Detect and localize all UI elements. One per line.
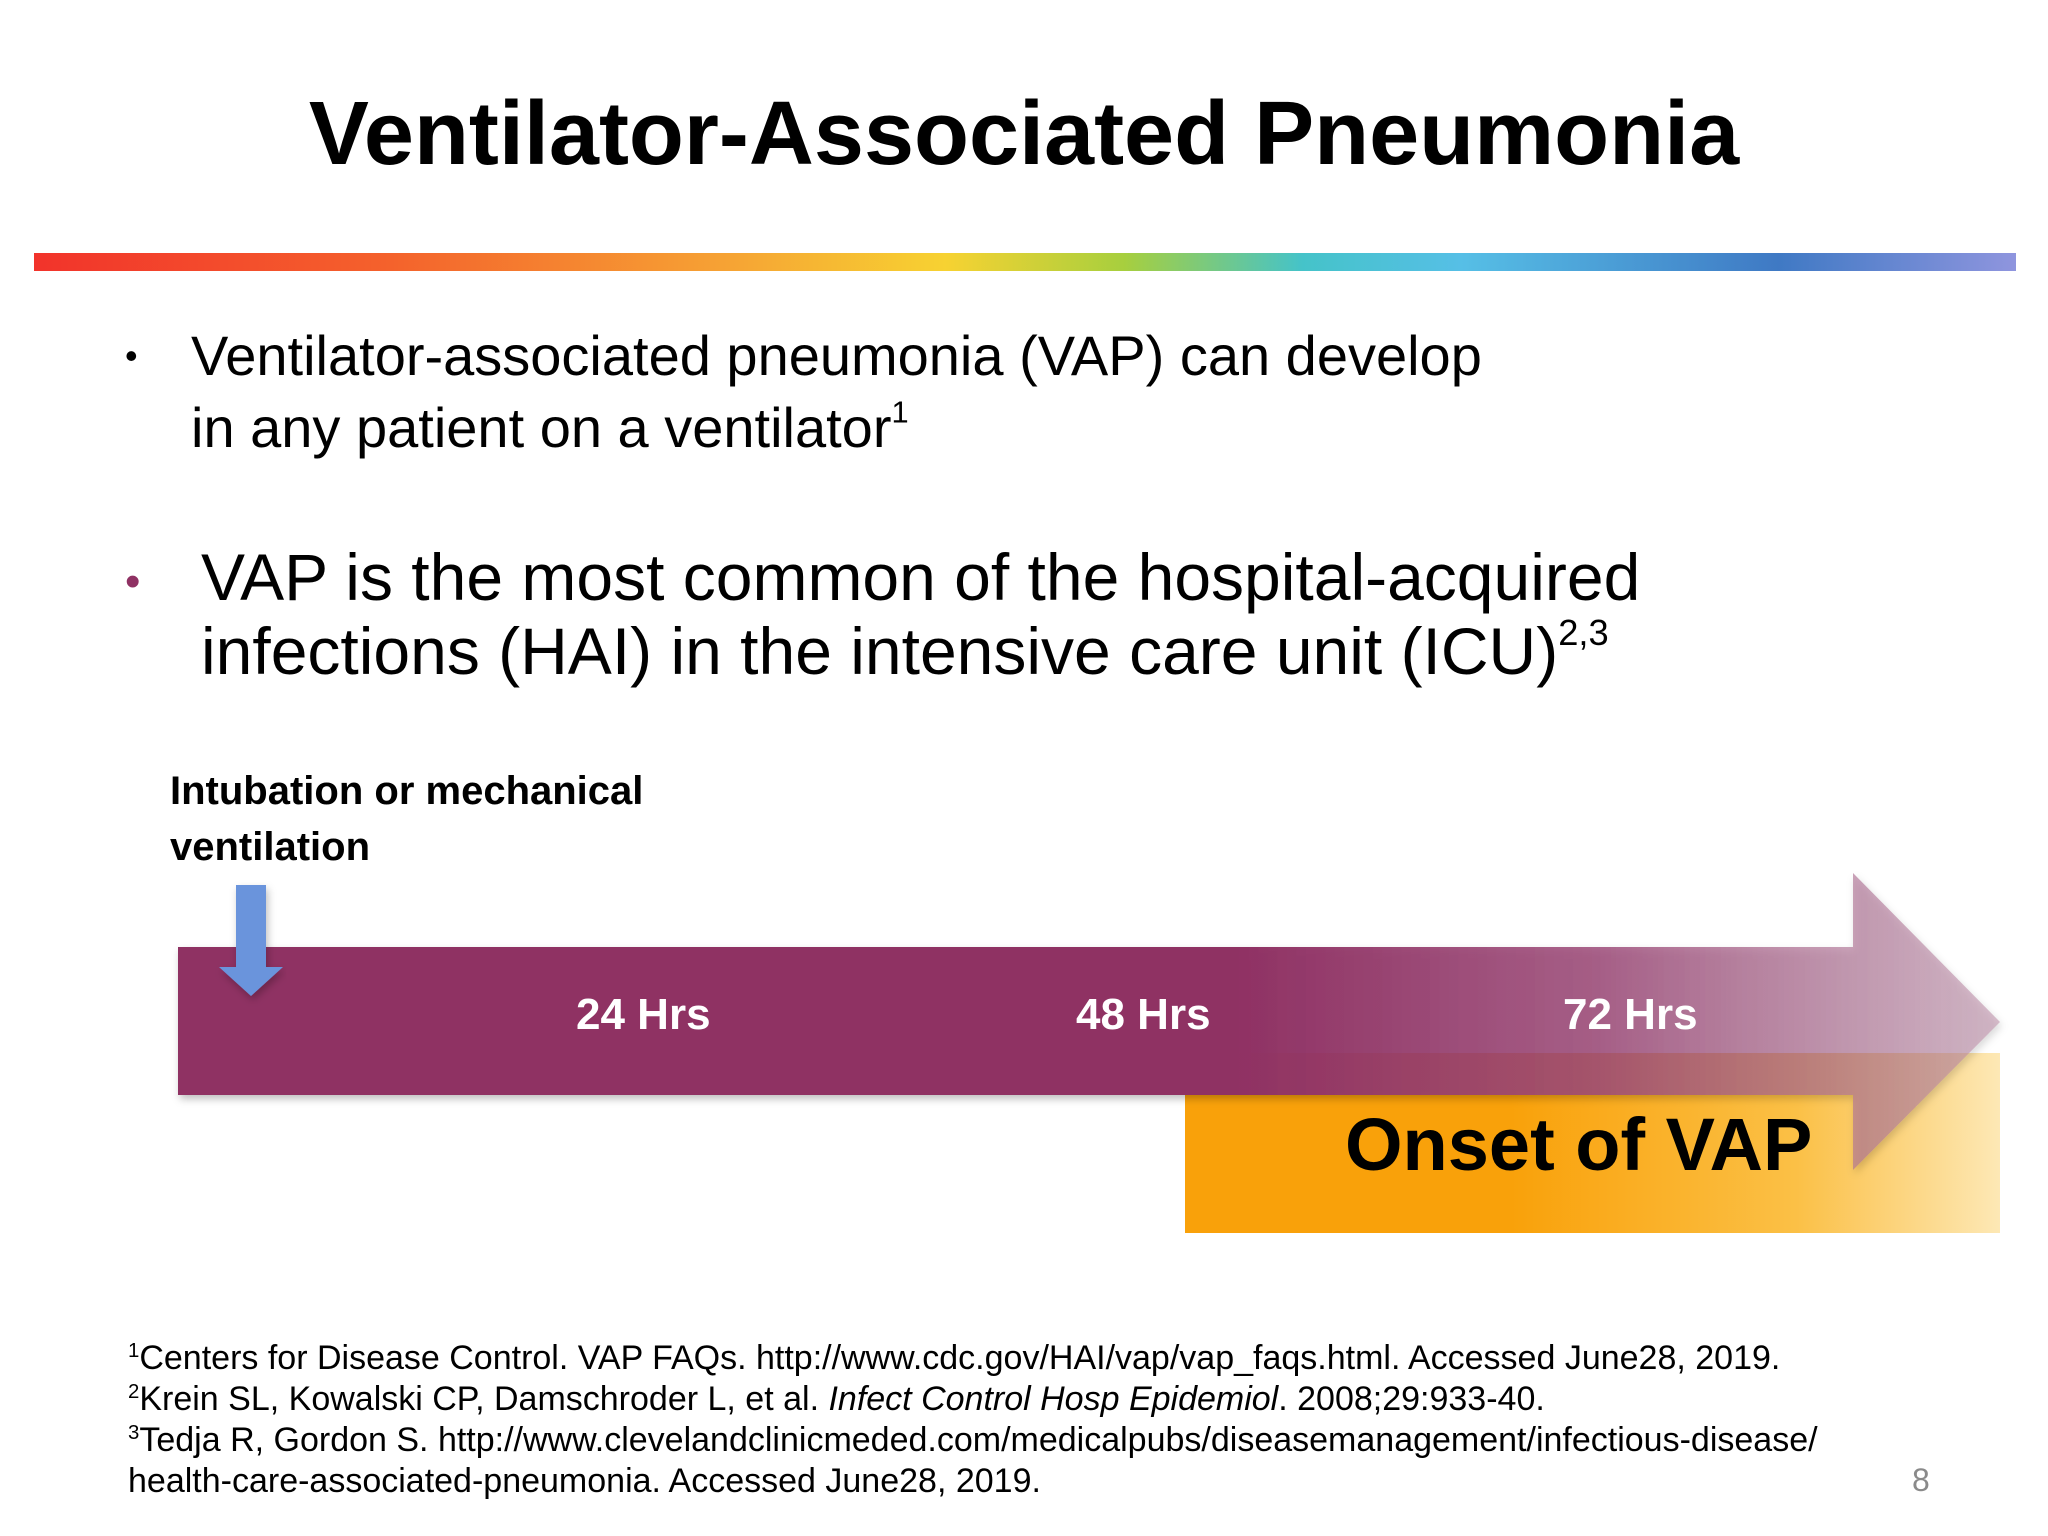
reference-3-continued: health-care-associated-pneumonia. Access… (128, 1462, 1041, 1500)
bullet-1-line2: in any patient on a ventilator (191, 396, 892, 459)
rainbow-divider (34, 253, 2016, 271)
slide-title: Ventilator-Associated Pneumonia (308, 84, 1740, 184)
reference-2: 2Krein SL, Kowalski CP, Damschroder L, e… (128, 1379, 1928, 1420)
bullet-2-text: VAP is the most common of the hospital-a… (201, 540, 1801, 688)
reference-number: 2 (128, 1380, 140, 1403)
bullet-dot-icon: • (125, 335, 138, 376)
references: 1Centers for Disease Control. VAP FAQs. … (128, 1338, 1928, 1502)
reference-text: Centers for Disease Control. VAP FAQs. h… (139, 1339, 1781, 1377)
reference-number: 1 (128, 1339, 140, 1362)
reference-text: Krein SL, Kowalski CP, Damschroder L, et… (139, 1380, 829, 1418)
page-number: 8 (1912, 1462, 1930, 1498)
bullet-1-citation: 1 (891, 394, 909, 430)
timeline-arrow (178, 873, 2000, 1170)
reference-text: Tedja R, Gordon S. http://www.clevelandc… (139, 1421, 1818, 1459)
intubation-label-line1: Intubation or mechanical (170, 769, 644, 813)
marker-48-hrs: 48 Hrs (1076, 990, 1211, 1039)
bullet-dot-icon: • (125, 557, 141, 606)
reference-3: 3Tedja R, Gordon S. http://www.cleveland… (128, 1420, 1928, 1461)
onset-label: Onset of VAP (1345, 1103, 1813, 1186)
bullet-2-line2: infections (HAI) in the intensive care u… (201, 614, 1559, 688)
bullet-2-line1: VAP is the most common of the hospital-a… (201, 540, 1641, 614)
reference-number: 3 (128, 1421, 140, 1444)
bullet-1-text: Ventilator-associated pneumonia (VAP) ca… (191, 320, 1691, 464)
reference-1: 1Centers for Disease Control. VAP FAQs. … (128, 1338, 1928, 1379)
bullet-2-citation: 2,3 (1558, 611, 1609, 653)
bullet-1-line1: Ventilator-associated pneumonia (VAP) ca… (191, 324, 1482, 387)
down-arrow-icon (219, 885, 283, 996)
marker-72-hrs: 72 Hrs (1563, 990, 1698, 1039)
intubation-label-line2: ventilation (170, 825, 371, 869)
reference-text: . 2008;29:933-40. (1278, 1380, 1545, 1418)
marker-24-hrs: 24 Hrs (576, 990, 711, 1039)
reference-journal: Infect Control Hosp Epidemiol (828, 1380, 1279, 1418)
intubation-label: Intubation or mechanical ventilation (170, 763, 730, 875)
